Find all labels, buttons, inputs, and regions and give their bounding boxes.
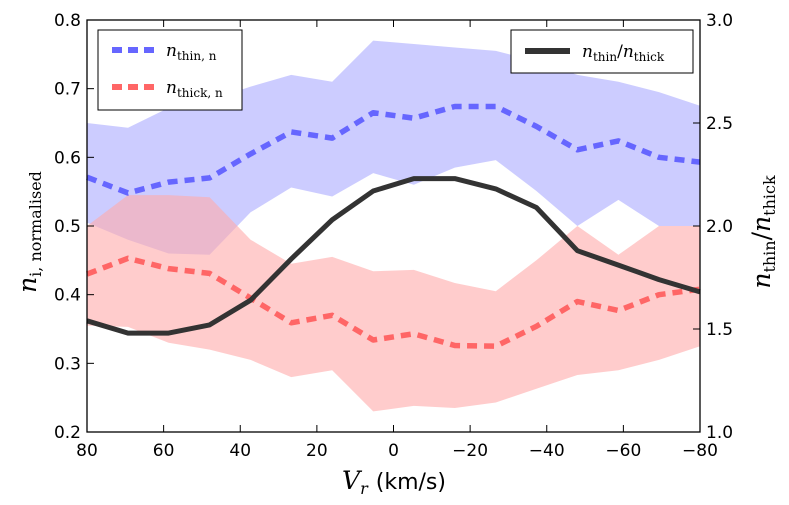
y-axis-left-label: ni, normalised bbox=[13, 171, 45, 293]
y-right-tick-label: 1.5 bbox=[706, 320, 733, 340]
x-tick-label: 60 bbox=[153, 441, 175, 461]
y-right-tick-label: 3.0 bbox=[706, 11, 733, 31]
legend-ratio-den-sub: thick bbox=[634, 50, 665, 64]
axis-ticks: 80 60 40 20 0 −20 −40 −60 −80 0.2 0.3 0.4 0.5 0.6 0.7 0… bbox=[54, 11, 733, 461]
legend-thick-sub: thick, n bbox=[177, 86, 223, 100]
x-axis-label: Vr (km/s) bbox=[342, 466, 446, 498]
y-left-tick-label: 0.2 bbox=[54, 423, 81, 443]
y-left-var: n bbox=[13, 277, 42, 293]
x-tick-label: 80 bbox=[76, 441, 98, 461]
y-right-tick-label: 1.0 bbox=[706, 423, 733, 443]
series-line-1 bbox=[86, 255, 701, 349]
y-left-tick-label: 0.5 bbox=[54, 217, 81, 237]
legend-thick-label: nthick, n bbox=[166, 78, 223, 100]
x-tick-label: 40 bbox=[229, 441, 251, 461]
legend-left-box bbox=[97, 29, 243, 111]
y-left-sub: i, normalised bbox=[26, 171, 45, 277]
y-right-num: n bbox=[747, 273, 776, 289]
x-tick-label: −40 bbox=[529, 441, 565, 461]
legend-thick-var: n bbox=[166, 78, 177, 98]
y-right-slash: / bbox=[747, 231, 776, 240]
legend-ratio-num-sub: thin bbox=[593, 50, 617, 64]
legend-left: nthin, n nthick, n bbox=[97, 29, 243, 111]
x-tick-label: −60 bbox=[605, 441, 641, 461]
series-line-2 bbox=[86, 176, 701, 336]
y-right-tick-label: 2.0 bbox=[706, 217, 733, 237]
series-line-0 bbox=[86, 103, 701, 196]
y-right-den: n bbox=[747, 216, 776, 232]
x-tick-label: −80 bbox=[682, 441, 718, 461]
band-1 bbox=[87, 195, 700, 412]
y-left-tick-label: 0.6 bbox=[54, 148, 81, 168]
y-right-num-sub: thin bbox=[760, 240, 779, 272]
series-lines bbox=[86, 103, 701, 349]
legend-thin-label: nthin, n bbox=[166, 41, 217, 63]
x-axis-unit: (km/s) bbox=[376, 470, 446, 495]
y-right-tick-label: 2.5 bbox=[706, 114, 733, 134]
legend-ratio-slash: / bbox=[617, 42, 623, 62]
x-axis-var: V bbox=[342, 466, 363, 495]
y-left-tick-label: 0.4 bbox=[54, 286, 81, 306]
y-left-tick-label: 0.8 bbox=[54, 11, 81, 31]
x-tick-label: 0 bbox=[388, 441, 399, 461]
x-tick-label: 20 bbox=[306, 441, 328, 461]
legend-right: nthin/nthick bbox=[510, 29, 694, 74]
y-axis-right-label: nthin/nthick bbox=[747, 175, 779, 289]
y-left-tick-label: 0.3 bbox=[54, 354, 81, 374]
y-right-den-sub: thick bbox=[760, 175, 779, 216]
x-tick-label: −20 bbox=[452, 441, 488, 461]
legend-ratio-label: nthin/nthick bbox=[582, 42, 665, 64]
x-axis-sub: r bbox=[360, 479, 369, 498]
legend-thin-var: n bbox=[166, 41, 177, 61]
y-left-tick-label: 0.7 bbox=[54, 80, 81, 100]
legend-thin-sub: thin, n bbox=[177, 49, 217, 63]
legend-ratio-den: n bbox=[623, 42, 634, 62]
legend-ratio-num: n bbox=[582, 42, 593, 62]
